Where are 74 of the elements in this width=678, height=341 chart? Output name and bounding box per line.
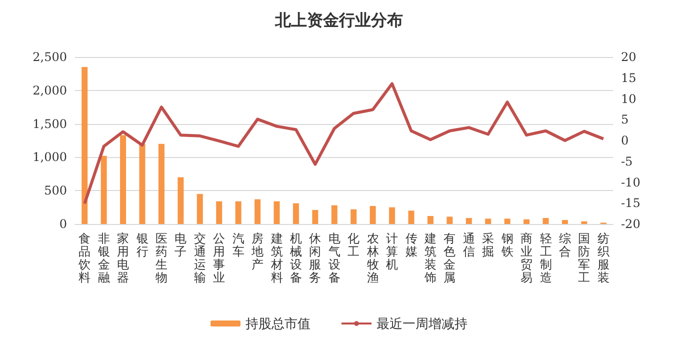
x-tick-label: 综合 — [558, 232, 571, 258]
bar — [408, 210, 414, 224]
bar — [139, 144, 146, 224]
bar — [562, 220, 568, 224]
x-tick-label: 钢铁 — [500, 232, 514, 258]
y2-tick-label: 10 — [621, 92, 636, 106]
x-tick-label: 家用电器 — [117, 232, 130, 284]
y2-tick-label: 20 — [621, 50, 636, 64]
x-tick-label: 建筑装饰 — [423, 232, 436, 284]
x-tick-label: 交通运输 — [194, 232, 206, 284]
bar — [158, 144, 164, 224]
bar — [542, 218, 549, 224]
bar — [446, 216, 453, 224]
y-tick-label: 0 — [59, 217, 67, 231]
bar — [216, 201, 222, 224]
x-tick-label: 商业贸易 — [520, 232, 533, 284]
x-tick-label: 电气设备 — [328, 232, 340, 284]
y2-tick-label: -5 — [621, 154, 633, 168]
x-tick-label: 纺织服装 — [597, 232, 610, 284]
bar — [485, 218, 492, 224]
y-tick-label: 2,000 — [32, 83, 67, 98]
bar — [581, 221, 588, 224]
bar — [235, 201, 242, 224]
bar — [350, 209, 357, 224]
chart-title: 北上资金行业分布 — [274, 12, 403, 30]
x-tick-label: 国防军工 — [578, 232, 590, 284]
bar — [504, 218, 510, 224]
x-tick-label: 休闲服务 — [309, 232, 322, 284]
line-series — [83, 82, 605, 206]
x-tick-label: 农林牧渔 — [366, 232, 379, 284]
bar — [466, 218, 472, 224]
x-tick-label: 食品饮料 — [78, 232, 91, 284]
x-tick-label: 传媒 — [405, 232, 418, 258]
bar — [370, 206, 376, 224]
x-tick-label: 汽车 — [232, 232, 244, 258]
bar — [82, 67, 88, 224]
y2-tick-label: -15 — [621, 196, 640, 210]
x-tick-label: 化工 — [348, 232, 360, 258]
y2-tick-label: 5 — [621, 112, 629, 127]
x-tick-label: 银行 — [135, 232, 148, 258]
y2-tick-label: 0 — [621, 134, 629, 148]
x-tick-label: 机械设备 — [290, 232, 302, 284]
bar — [524, 219, 530, 224]
x-tick-label: 建筑材料 — [270, 232, 283, 284]
y-tick-label: 1,500 — [32, 116, 67, 131]
x-tick-label: 房地产 — [250, 232, 264, 272]
bar — [196, 194, 203, 224]
y-tick-label: 1,000 — [32, 150, 67, 164]
x-tick-label: 通信 — [462, 232, 475, 258]
legend-label: 最近一周增减持 — [376, 316, 468, 331]
y2-tick-label: -20 — [621, 217, 640, 231]
bar — [389, 207, 396, 224]
x-tick-label: 电子 — [174, 232, 187, 258]
bar — [312, 210, 318, 224]
x-tick-label: 非银金融 — [96, 232, 110, 284]
x-tick-label: 轻工制造 — [540, 232, 552, 284]
bar — [331, 205, 338, 224]
bar — [427, 216, 434, 224]
bar — [274, 201, 280, 224]
bar — [120, 135, 126, 224]
y2-tick-label: -10 — [621, 175, 640, 190]
x-tick-label: 计算机 — [386, 232, 398, 272]
y2-tick-label: 15 — [621, 70, 636, 85]
y-tick-label: 2,500 — [32, 50, 67, 64]
bar — [100, 156, 107, 224]
x-tick-label: 公用事业 — [213, 232, 226, 284]
bar — [292, 203, 299, 224]
bar — [178, 177, 184, 224]
x-tick-label: 医药生物 — [155, 232, 168, 284]
x-tick-label: 采掘 — [482, 232, 494, 258]
y-tick-label: 500 — [44, 184, 67, 198]
legend-label: 持股总市值 — [246, 316, 310, 331]
bar — [254, 199, 261, 224]
x-tick-label: 有色金属 — [444, 232, 456, 284]
